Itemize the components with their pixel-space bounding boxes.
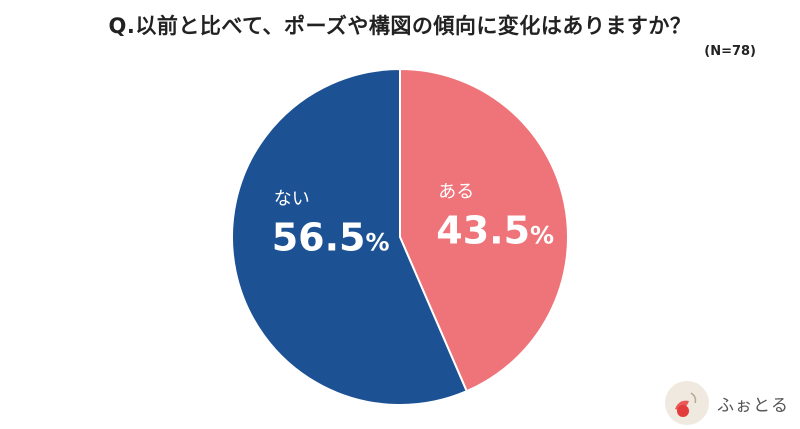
pie-slice-0 xyxy=(399,67,569,393)
slice-value-label-0: 43.5% xyxy=(436,209,554,253)
slice-category-label-1: ない xyxy=(274,188,310,209)
logo-mark-icon xyxy=(665,381,709,425)
chart-title: Q.以前と比べて、ポーズや構図の傾向に変化はありますか？ xyxy=(108,14,692,38)
pie-slice-1 xyxy=(231,67,469,406)
slice-value-label-1: 56.5% xyxy=(272,215,390,259)
slice-category-label-0: ある xyxy=(438,182,474,203)
logo-text: ふぉとる xyxy=(717,396,789,416)
sample-size-note: (N=78) xyxy=(704,44,756,59)
brand-logo: ふぉとる xyxy=(665,381,795,425)
